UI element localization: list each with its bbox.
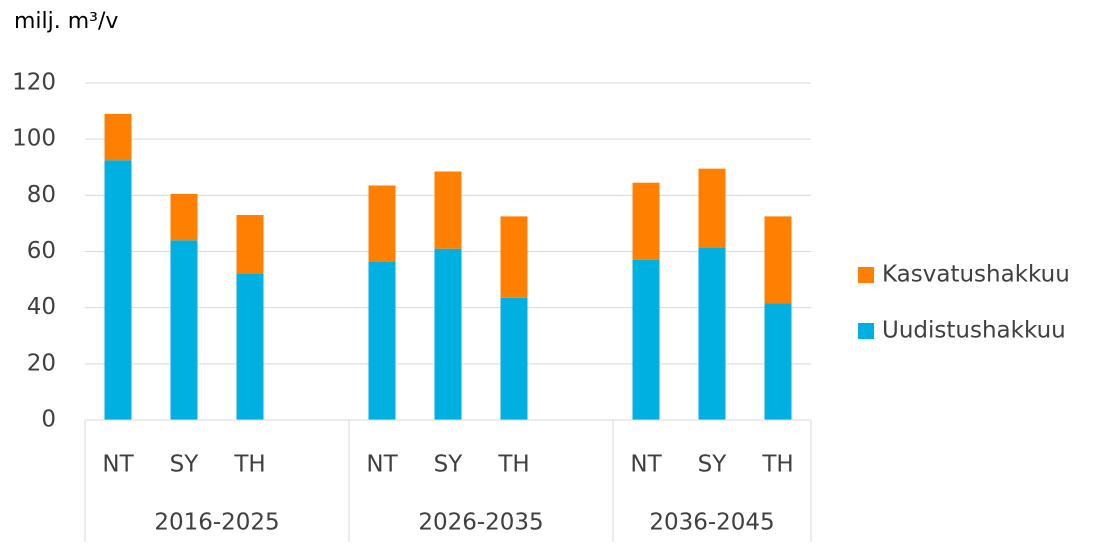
legend-swatch	[858, 323, 874, 339]
chart-title: milj. m³/v	[14, 9, 118, 34]
bar-segment	[368, 185, 396, 262]
x-tick-label: NT	[102, 452, 134, 478]
bar-segment	[500, 297, 528, 420]
bar-segment	[368, 261, 396, 420]
bar-segment	[632, 182, 660, 260]
x-tick-label: NT	[366, 452, 398, 478]
y-tick-label: 100	[12, 126, 56, 152]
bar-segment	[104, 160, 132, 420]
x-tick-label: TH	[497, 452, 529, 478]
bar-segment	[698, 247, 726, 420]
group-label: 2026-2035	[418, 510, 543, 536]
group-label: 2036-2045	[649, 510, 774, 536]
x-tick-label: TH	[233, 452, 265, 478]
bar-segment	[764, 216, 792, 304]
bar-segment	[104, 113, 132, 161]
bar-segment	[236, 273, 264, 420]
x-tick-label: SY	[434, 452, 464, 478]
bar-segment	[698, 168, 726, 248]
legend-label: Uudistushakkuu	[882, 318, 1066, 344]
bar-segment	[632, 259, 660, 420]
bar-segment	[170, 240, 198, 420]
bar-segment	[500, 216, 528, 298]
legend-swatch	[858, 267, 874, 283]
x-tick-label: TH	[761, 452, 793, 478]
y-tick-label: 0	[41, 407, 56, 433]
legend-label: Kasvatushakkuu	[882, 262, 1070, 288]
y-tick-label: 20	[27, 350, 56, 376]
y-tick-label: 40	[27, 294, 56, 320]
x-tick-label: SY	[698, 452, 728, 478]
bar-segment	[434, 248, 462, 420]
y-tick-label: 60	[27, 238, 56, 264]
y-tick-label: 80	[27, 182, 56, 208]
bar-segment	[434, 171, 462, 249]
x-tick-label: SY	[170, 452, 200, 478]
bar-segment	[764, 303, 792, 420]
y-tick-label: 120	[12, 70, 56, 96]
bar-segment	[236, 214, 264, 274]
x-tick-label: NT	[630, 452, 662, 478]
bar-segment	[170, 193, 198, 241]
group-label: 2016-2025	[154, 510, 279, 536]
